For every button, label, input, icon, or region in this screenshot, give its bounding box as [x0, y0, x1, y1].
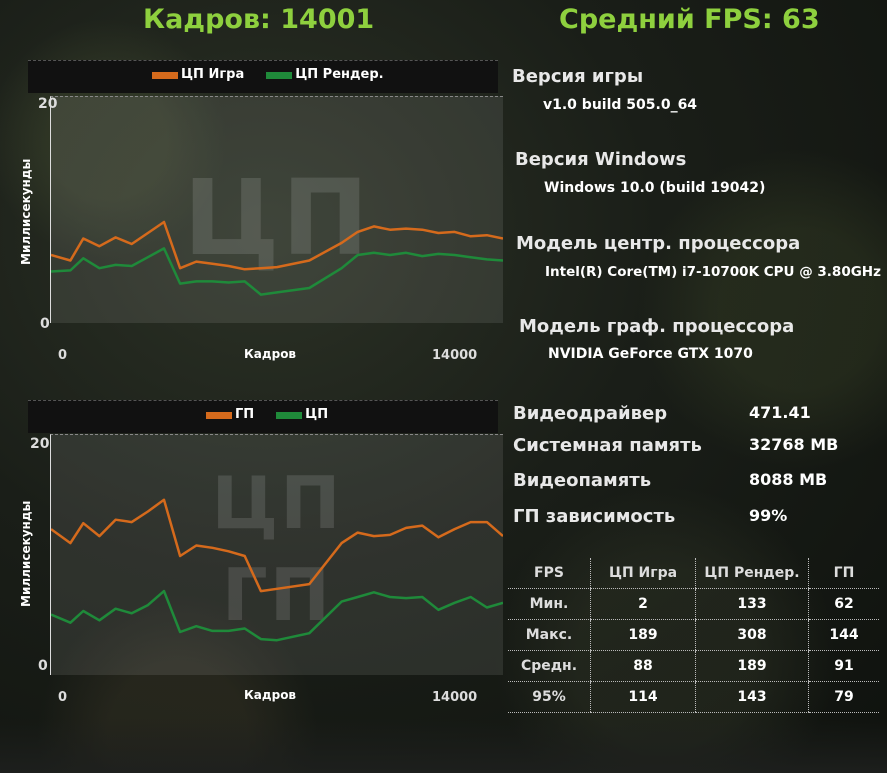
cell-cpu-render: 189 [695, 650, 809, 682]
y-tick-zero: 0 [38, 658, 48, 674]
cpu-chart-legend: ЦП Игра ЦП Рендер. [152, 67, 384, 82]
video-memory-label: Видеопамять [513, 470, 652, 491]
cell-cpu-game: 88 [590, 650, 696, 682]
cpu-model-label: Модель центр. процессора [516, 233, 801, 254]
cpu-chart-legend-bar: ЦП Игра ЦП Рендер. [28, 60, 498, 93]
cell-gpu: 79 [808, 681, 879, 713]
y-tick-max: 20 [38, 96, 58, 112]
frames-count-header: Кадров: 14001 [143, 4, 375, 35]
column-header-cpu-game: ЦП Игра [590, 558, 696, 589]
legend-item-cpu-render: ЦП Рендер. [266, 67, 384, 82]
row-label: 95% [508, 681, 591, 713]
legend-label: ГП [235, 407, 255, 422]
gpu-chart-plot-area: ЦП ГП [50, 434, 503, 675]
cell-cpu-render: 133 [695, 588, 809, 620]
gpu-model-value: NVIDIA GeForce GTX 1070 [548, 346, 753, 362]
row-label: Макс. [508, 619, 591, 651]
gpu-chart-panel: ГП ЦП ЦП ГП Миллисекунды 20 0 0 14000 Ка… [19, 400, 503, 716]
legend-label: ЦП Игра [181, 67, 245, 82]
windows-version-value: Windows 10.0 (build 19042) [544, 180, 766, 196]
legend-swatch-orange [152, 71, 178, 79]
series-line-orange [51, 498, 503, 593]
x-tick-end: 14000 [432, 348, 478, 363]
x-tick-end: 14000 [432, 690, 478, 705]
column-header-fps: FPS [508, 558, 591, 589]
gpu-model-label: Модель граф. процессора [519, 316, 795, 337]
gpu-chart-legend-bar: ГП ЦП [28, 400, 498, 433]
table-row: Средн. 88 189 91 [508, 650, 879, 682]
cell-cpu-render: 143 [695, 681, 809, 713]
video-memory-value: 8088 MB [749, 470, 828, 489]
cell-gpu: 144 [808, 619, 879, 651]
cell-gpu: 91 [808, 650, 879, 682]
y-tick-max: 20 [30, 436, 50, 452]
table-row: 95% 114 143 79 [508, 681, 879, 713]
table-row: Мин. 2 133 62 [508, 588, 879, 620]
y-axis-label: Миллисекунды [19, 500, 33, 607]
cpu-chart-panel: ЦП Игра ЦП Рендер. ЦП Миллисекунды 20 0 … [19, 60, 503, 370]
row-label: Мин. [508, 588, 591, 620]
cell-cpu-game: 2 [590, 588, 696, 620]
legend-item-gpu: ГП [206, 407, 254, 422]
y-tick-zero: 0 [40, 316, 50, 332]
gpu-bound-value: 99% [749, 506, 788, 525]
cell-cpu-render: 308 [695, 619, 809, 651]
series-line-green [51, 589, 503, 642]
gpu-chart-legend: ГП ЦП [206, 407, 328, 422]
driver-label: Видеодрайвер [513, 403, 668, 424]
legend-swatch-orange [206, 411, 232, 419]
game-version-label: Версия игры [512, 66, 644, 87]
cpu-watermark: ЦП [183, 157, 371, 279]
x-tick-start: 0 [58, 690, 68, 705]
gpu-watermark: ГП [221, 553, 333, 637]
windows-version-label: Версия Windows [515, 149, 687, 170]
legend-item-cpu: ЦП [276, 407, 328, 422]
x-tick-start: 0 [58, 348, 68, 363]
gpu-chart-svg [51, 498, 503, 642]
game-version-value: v1.0 build 505.0_64 [543, 97, 698, 113]
column-header-cpu-render: ЦП Рендер. [695, 558, 809, 589]
table-row: Макс. 189 308 144 [508, 619, 879, 651]
cpu-chart-plot-area: ЦП [50, 96, 503, 323]
legend-item-cpu-game: ЦП Игра [152, 67, 244, 82]
bottom-fade [0, 718, 887, 773]
table-header-row: FPS ЦП Игра ЦП Рендер. ГП [508, 558, 879, 589]
series-line-green [51, 247, 503, 296]
legend-swatch-green [276, 411, 303, 419]
cpu-chart-svg [51, 220, 503, 296]
system-memory-value: 32768 MB [749, 435, 839, 454]
cell-cpu-game: 189 [590, 619, 696, 651]
gpu-bound-label: ГП зависимость [513, 506, 676, 527]
cpu-model-value: Intel(R) Core(TM) i7-10700K CPU @ 3.80GH… [545, 264, 881, 280]
y-axis-label: Миллисекунды [19, 158, 33, 265]
row-label: Средн. [508, 650, 591, 682]
series-line-orange [51, 220, 503, 271]
x-axis-label: Кадров [244, 347, 297, 361]
cell-gpu: 62 [808, 588, 879, 620]
cell-cpu-game: 114 [590, 681, 696, 713]
average-fps-header: Средний FPS: 63 [559, 4, 820, 35]
legend-label: ЦП Рендер. [295, 67, 384, 82]
cpu-watermark: ЦП [211, 461, 343, 545]
x-axis-label: Кадров [244, 688, 297, 702]
legend-label: ЦП [305, 407, 329, 422]
column-header-gpu: ГП [808, 558, 879, 589]
system-memory-label: Системная память [513, 435, 702, 456]
legend-swatch-green [266, 71, 293, 79]
fps-stats-table: FPS ЦП Игра ЦП Рендер. ГП Мин. 2 133 62 … [508, 558, 879, 713]
driver-value: 471.41 [749, 403, 811, 422]
